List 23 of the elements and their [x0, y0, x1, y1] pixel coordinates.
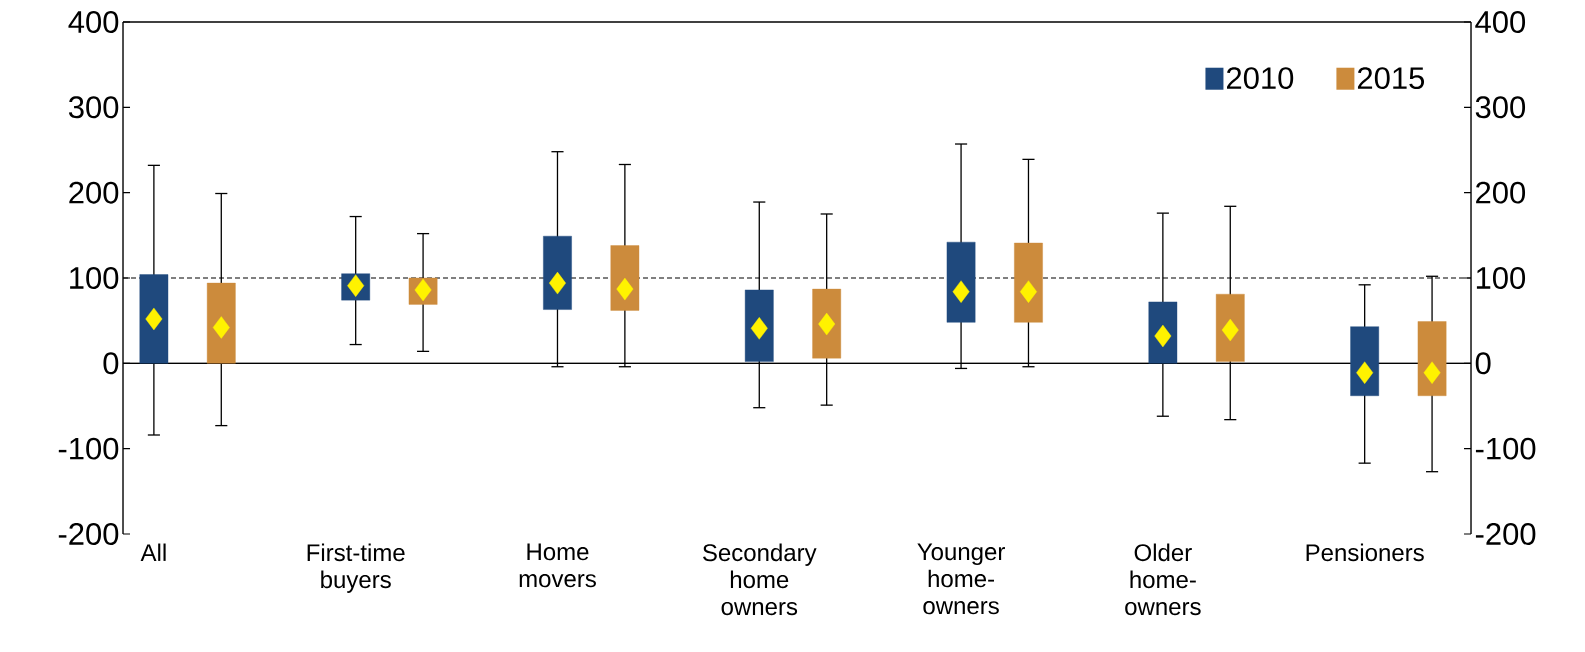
y2-tick-label: 0: [1475, 352, 1491, 375]
x-tick-label: Older home-owners: [1125, 543, 1201, 616]
x-tick-label: Pensioners: [1306, 543, 1424, 562]
x-tick-label: First-time buyers: [307, 543, 405, 593]
x-tick-label: Home movers: [519, 543, 596, 588]
y2-tick-label: -100: [1475, 437, 1536, 460]
y-tick-label: 400: [68, 11, 119, 33]
x-tick-label: Younger home-owners: [917, 543, 1005, 615]
y2-tick-label: 400: [1475, 11, 1526, 33]
x-tick-label: All: [140, 543, 166, 561]
y-tick-label: 100: [70, 267, 119, 289]
y-tick-label: 300: [68, 96, 119, 119]
y-tick-label: 0: [103, 352, 119, 375]
legend-label: 2015: [1357, 67, 1425, 90]
x-tick-label: Secondary home owners: [702, 543, 817, 616]
legend-label: 2010: [1227, 67, 1294, 90]
y-tick-label: -100: [58, 437, 119, 460]
y2-tick-label: 100: [1476, 267, 1526, 289]
y2-tick-label: -200: [1475, 523, 1536, 545]
y2-tick-label: 200: [1476, 181, 1526, 204]
y-tick-label: -200: [58, 523, 119, 545]
y2-tick-label: 300: [1475, 96, 1526, 119]
y-tick-label: 200: [69, 181, 119, 204]
